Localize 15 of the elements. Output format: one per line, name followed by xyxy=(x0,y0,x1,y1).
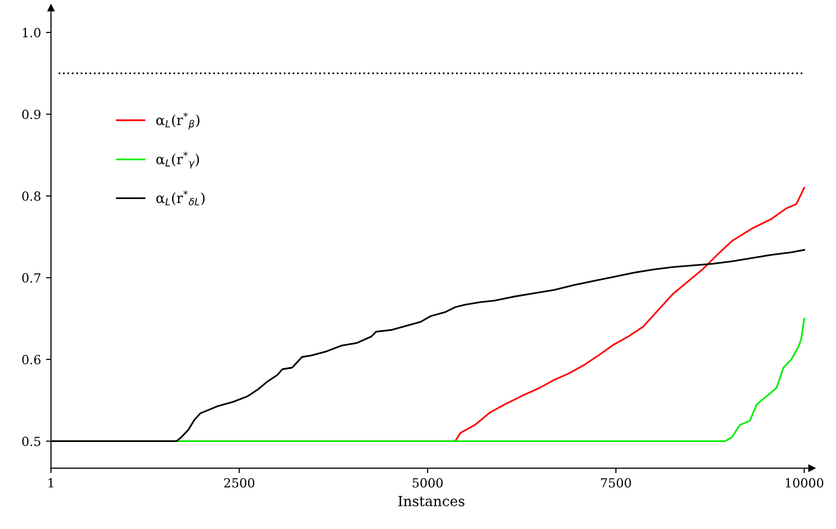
x-tick-label: 5000 xyxy=(412,478,443,488)
legend-label: α$_{L}$(r$^{*}$$_{δL}$) xyxy=(156,190,205,206)
y-tick-label: 0.5 xyxy=(22,436,40,446)
legend-label: α$_{L}$(r$^{*}$$_{γ}$) xyxy=(156,152,199,168)
y-tick-label: 1.0 xyxy=(22,28,40,38)
x-tick-label: 10000 xyxy=(786,478,824,488)
y-tick-label: 0.6 xyxy=(22,354,40,364)
x-tick-label: 2500 xyxy=(224,478,254,488)
legend-label: α$_{L}$(r$^{*}$$_{β}$) xyxy=(156,112,200,130)
y-tick-label: 0.8 xyxy=(22,191,40,201)
y-tick-label: 0.9 xyxy=(22,110,40,120)
x-tick-label: 1 xyxy=(48,478,54,488)
x-axis-title: Instances xyxy=(398,496,464,506)
x-tick-label: 7500 xyxy=(601,478,631,488)
y-tick-label: 0.7 xyxy=(22,273,40,283)
